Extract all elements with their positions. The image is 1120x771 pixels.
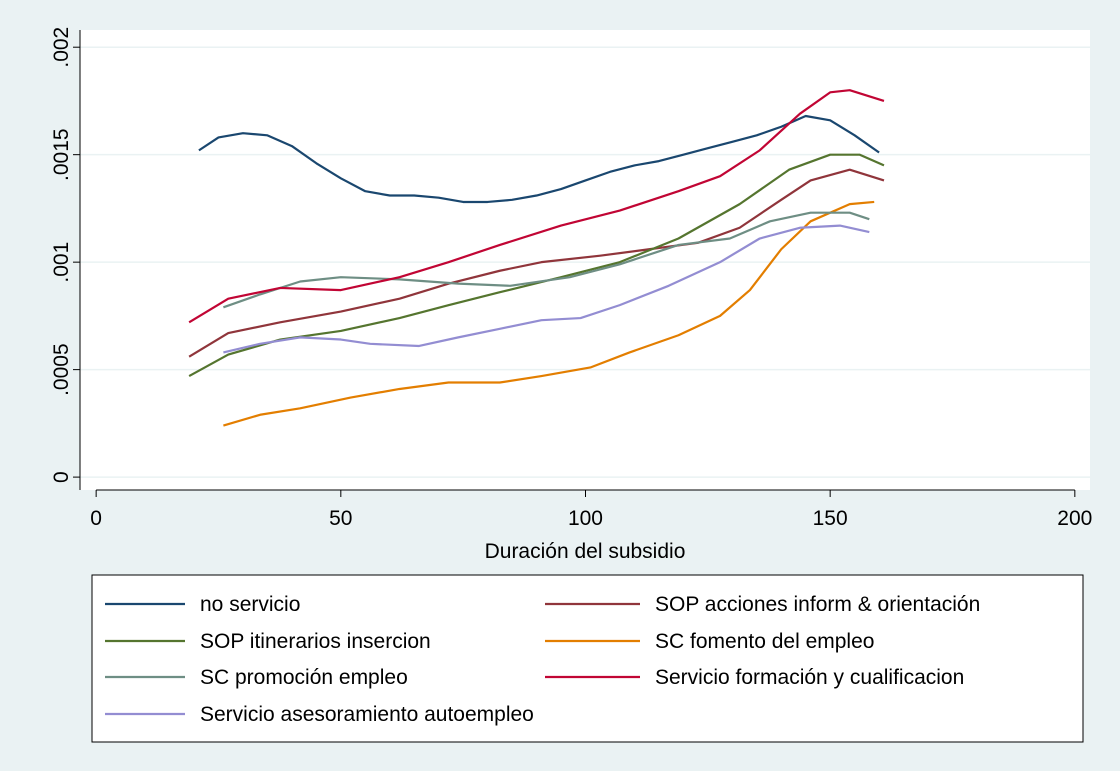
x-tick-label: 0 — [90, 507, 102, 530]
x-tick-label: 150 — [813, 507, 848, 530]
plot-area — [80, 30, 1090, 490]
y-tick-label: .001 — [50, 242, 73, 283]
y-tick-label: 0 — [50, 471, 73, 483]
x-axis-label: Duración del subsidio — [485, 540, 686, 563]
legend — [91, 574, 1084, 743]
line-series — [223, 224, 870, 354]
legend-label: SOP itinerarios insercion — [200, 630, 431, 653]
x-tick-label: 50 — [329, 507, 352, 530]
x-tick-label: 100 — [568, 507, 603, 530]
legend-label: SC fomento del empleo — [655, 630, 874, 653]
line-series — [223, 200, 875, 427]
legend-label: SC promoción empleo — [200, 666, 408, 689]
x-tick-label: 200 — [1057, 507, 1092, 530]
line-series — [188, 168, 885, 358]
legend-label: SOP acciones inform & orientación — [655, 593, 980, 616]
y-tick-label: .002 — [50, 27, 73, 68]
y-tick-label: .0015 — [50, 128, 73, 181]
legend-label: Servicio formación y cualificacion — [655, 666, 964, 689]
line-series — [198, 114, 880, 204]
legend-label: no servicio — [200, 593, 300, 616]
line-series — [223, 211, 870, 309]
legend-label: Servicio asesoramiento autoempleo — [200, 703, 534, 726]
y-tick-label: .0005 — [50, 343, 73, 396]
line-series — [188, 89, 885, 324]
